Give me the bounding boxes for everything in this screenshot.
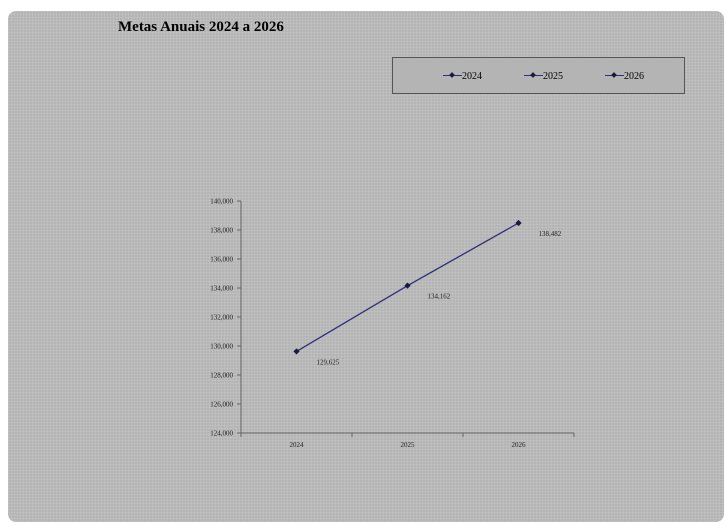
legend-swatch — [605, 71, 624, 81]
y-tick-label: 130,000 — [210, 343, 233, 351]
x-tick-label: 2026 — [512, 441, 527, 449]
data-point — [293, 348, 300, 355]
y-tick-label: 140,000 — [210, 198, 233, 206]
y-tick-label: 134,000 — [210, 285, 233, 293]
legend-label: 2025 — [543, 70, 563, 82]
chart-title: Metas Anuais 2024 a 2026 — [118, 19, 284, 35]
y-tick-label: 128,000 — [210, 372, 233, 380]
legend-item-2024: 2024 — [443, 68, 482, 84]
y-tick-label: 138,000 — [210, 227, 233, 235]
legend-label: 2024 — [462, 70, 482, 82]
x-tick-label: 2025 — [401, 441, 416, 449]
legend-item-2026: 2026 — [605, 68, 644, 84]
legend-label: 2026 — [624, 70, 644, 82]
legend-swatch — [443, 71, 462, 81]
y-tick-label: 132,000 — [210, 314, 233, 322]
data-label: 138,482 — [539, 230, 562, 238]
y-tick-label: 124,000 — [210, 430, 233, 438]
legend: 2024 2025 2026 — [392, 57, 685, 94]
y-tick-label: 136,000 — [210, 256, 233, 264]
y-tick-label: 126,000 — [210, 401, 233, 409]
data-point — [404, 282, 411, 289]
legend-swatch — [524, 71, 543, 81]
data-label: 134,162 — [428, 293, 451, 301]
data-label: 129,625 — [317, 358, 340, 366]
data-point — [515, 219, 522, 227]
legend-item-2025: 2025 — [524, 68, 563, 84]
x-tick-label: 2024 — [290, 441, 305, 449]
chart-area — [8, 11, 724, 522]
